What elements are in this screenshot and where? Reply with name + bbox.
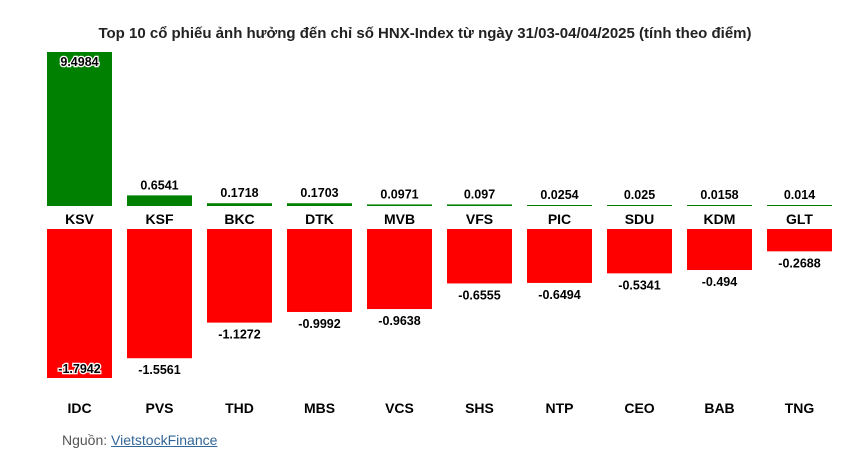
category-label-ceo: CEO: [624, 400, 654, 416]
category-label-sdu: SDU: [625, 211, 655, 227]
category-label-thd: THD: [225, 400, 254, 416]
category-label-glt: GLT: [786, 211, 813, 227]
source-link[interactable]: VietstockFinance: [111, 432, 218, 448]
category-label-shs: SHS: [465, 400, 494, 416]
value-label-dtk: 0.1703: [300, 186, 338, 200]
bars-layer: 9.4984 KSV -1.7942 IDC 0.6541 KSF -1.5561 PVS 0.…: [47, 52, 832, 416]
value-label-vfs: 0.097: [464, 187, 495, 201]
bar-positive-glt: [767, 205, 832, 206]
bar-positive-pic: [527, 205, 592, 206]
bar-positive-vfs: [447, 204, 512, 206]
value-label-sdu: 0.025: [624, 188, 655, 202]
category-label-mbs: MBS: [304, 400, 335, 416]
bar-negative-ceo: [607, 229, 672, 274]
value-label-mvb: 0.0971: [380, 187, 418, 201]
value-label-vcs: -0.9638: [378, 314, 420, 328]
bar-positive-dtk: [287, 203, 352, 206]
value-label-ksv: 9.4984: [60, 55, 98, 69]
value-label-pvs: -1.5561: [138, 363, 180, 377]
value-label-mbs: -0.9992: [298, 317, 340, 331]
category-label-pvs: PVS: [145, 400, 173, 416]
value-label-kdm: 0.0158: [700, 188, 738, 202]
bar-negative-shs: [447, 229, 512, 284]
bar-positive-sdu: [607, 205, 672, 206]
bar-positive-mvb: [367, 204, 432, 206]
source-note: Nguồn: VietstockFinance: [62, 432, 217, 448]
value-label-tng: -0.2688: [778, 256, 820, 270]
category-label-bkc: BKC: [224, 211, 254, 227]
category-label-vcs: VCS: [385, 400, 414, 416]
value-label-ntp: -0.6494: [538, 288, 580, 302]
value-label-bab: -0.494: [702, 275, 737, 289]
value-label-bkc: 0.1718: [220, 186, 258, 200]
bar-negative-vcs: [367, 229, 432, 310]
bar-negative-thd: [207, 229, 272, 323]
value-label-shs: -0.6555: [458, 288, 500, 302]
bar-positive-kdm: [687, 205, 752, 206]
bar-negative-mbs: [287, 229, 352, 312]
category-label-bab: BAB: [704, 400, 734, 416]
bar-positive-ksf: [127, 195, 192, 206]
bar-negative-idc: [47, 229, 112, 378]
category-label-dtk: DTK: [305, 211, 334, 227]
category-label-vfs: VFS: [466, 211, 493, 227]
category-label-pic: PIC: [548, 211, 571, 227]
bar-negative-tng: [767, 229, 832, 252]
bar-positive-bkc: [207, 203, 272, 206]
category-label-mvb: MVB: [384, 211, 415, 227]
value-label-glt: 0.014: [784, 188, 815, 202]
value-label-idc: -1.7942: [58, 362, 100, 376]
value-label-ceo: -0.5341: [618, 278, 660, 292]
value-label-ksf: 0.6541: [140, 178, 178, 192]
category-label-tng: TNG: [785, 400, 815, 416]
category-label-ksf: KSF: [146, 211, 174, 227]
bar-negative-pvs: [127, 229, 192, 359]
category-label-kdm: KDM: [704, 211, 736, 227]
bar-positive-ksv: [47, 52, 112, 206]
value-label-pic: 0.0254: [540, 188, 578, 202]
category-label-idc: IDC: [67, 400, 91, 416]
source-label: Nguồn:: [62, 432, 112, 448]
value-label-thd: -1.1272: [218, 328, 260, 342]
bar-negative-ntp: [527, 229, 592, 283]
bar-negative-bab: [687, 229, 752, 271]
category-label-ksv: KSV: [65, 211, 94, 227]
category-label-ntp: NTP: [546, 400, 574, 416]
chart-title: Top 10 cổ phiếu ảnh hưởng đến chỉ số HNX…: [98, 25, 751, 42]
